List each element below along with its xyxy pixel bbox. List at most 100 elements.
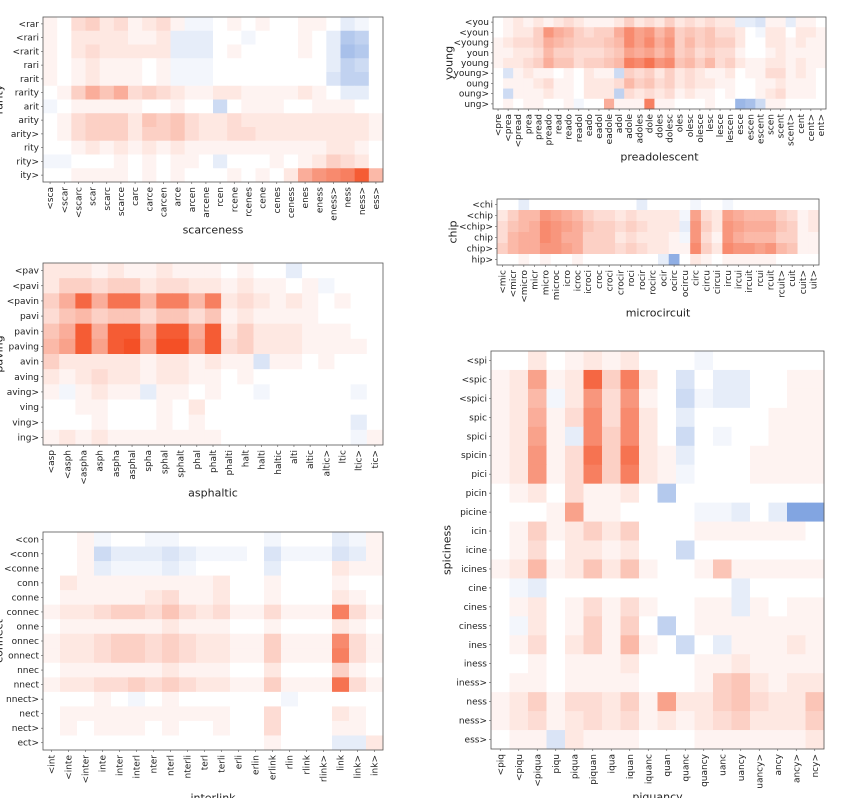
heatmap-cell	[43, 99, 58, 114]
heatmap-cell	[315, 532, 333, 547]
y-tick-label: aving	[14, 373, 39, 383]
heatmap-cell	[213, 735, 231, 751]
y-tick-label: chip>	[467, 245, 493, 255]
heatmap-cell	[755, 88, 766, 100]
heatmap-cell	[94, 532, 112, 547]
heatmap-cell	[509, 407, 529, 428]
heatmap-cell	[614, 57, 625, 69]
heatmap-cell	[509, 635, 529, 655]
heatmap-cell	[509, 351, 529, 371]
x-tick-label: eado	[585, 114, 595, 137]
heatmap-cell	[528, 654, 547, 674]
heatmap-cell	[602, 730, 621, 750]
heatmap-cell	[713, 426, 732, 447]
heatmap-cell	[768, 616, 788, 636]
heatmap-cell	[221, 323, 238, 340]
heatmap-cell	[59, 414, 76, 431]
heatmap-cell	[113, 168, 129, 183]
heatmap-cell	[255, 168, 271, 183]
heatmap-cell	[754, 199, 766, 211]
heatmap-cell	[247, 619, 265, 635]
heatmap-cell	[787, 369, 806, 390]
heatmap-cell	[253, 414, 271, 431]
heatmap-cell	[43, 532, 61, 547]
heatmap-cell	[172, 399, 190, 416]
heatmap-cell	[334, 429, 352, 446]
x-tick-label: icroc	[574, 270, 584, 291]
heatmap-cell	[170, 85, 186, 100]
heatmap-cell	[722, 254, 734, 266]
heatmap-cell	[123, 278, 141, 294]
heatmap-cell	[750, 521, 769, 541]
heatmap-cell	[593, 78, 605, 89]
heatmap-cell	[128, 691, 146, 707]
heatmap-cell	[184, 72, 200, 87]
heatmap-cell	[59, 308, 76, 325]
heatmap-cell	[247, 561, 265, 576]
heatmap-cell	[805, 559, 825, 579]
heatmap-cell	[283, 85, 299, 100]
heatmap-cell	[543, 47, 554, 59]
heatmap-cell	[676, 483, 695, 504]
heatmap-cell	[765, 254, 777, 266]
heatmap-cell	[815, 37, 827, 49]
heatmap-cell	[750, 616, 769, 636]
heatmap-cell	[797, 243, 809, 255]
heatmap-cell	[690, 232, 702, 244]
heatmap-cell	[731, 597, 751, 617]
heatmap-cell	[750, 369, 769, 390]
heatmap-cell	[113, 44, 129, 59]
heatmap-cell	[639, 730, 658, 750]
heatmap-cell	[765, 68, 776, 79]
heatmap-cell	[513, 27, 524, 38]
heatmap-cell	[340, 72, 356, 87]
heatmap-cell	[583, 47, 595, 59]
heatmap-cell	[704, 88, 716, 100]
heatmap-cell	[694, 578, 714, 598]
heatmap-cell	[808, 199, 820, 211]
heatmap-cell	[676, 502, 695, 522]
heatmap-cell	[140, 308, 157, 325]
x-tick-label: <mic	[498, 270, 508, 294]
heatmap-cell	[785, 37, 797, 49]
heatmap-cell	[253, 338, 271, 355]
x-tick-label: adoles	[635, 114, 645, 144]
heatmap-cell	[565, 559, 584, 579]
heatmap-cell	[94, 561, 112, 576]
x-tick-label: doles	[656, 114, 666, 138]
heatmap-cell	[731, 578, 751, 598]
heatmap-cell	[43, 338, 60, 355]
heatmap-cell	[281, 706, 299, 722]
heatmap-cell	[264, 648, 282, 664]
heatmap-cell	[565, 578, 584, 598]
x-tick-label: rocir	[638, 270, 648, 290]
heatmap-cell	[349, 735, 367, 751]
heatmap-cell	[59, 429, 76, 446]
heatmap-cell	[805, 673, 825, 693]
heatmap-cell	[318, 293, 335, 309]
heatmap-cell	[582, 254, 594, 266]
heatmap-cell	[188, 308, 206, 325]
heatmap-cell	[785, 57, 797, 69]
heatmap-cell	[690, 199, 702, 211]
heatmap-cell	[99, 154, 115, 169]
heatmap-cell	[204, 338, 222, 355]
heatmap-cell	[213, 532, 231, 547]
heatmap-cell	[255, 154, 271, 169]
heatmap-cell	[676, 445, 695, 466]
heatmap-cell	[620, 635, 640, 655]
heatmap-cell	[60, 735, 78, 751]
heatmap-cell	[162, 677, 180, 693]
heatmap-cell	[572, 199, 584, 211]
heatmap-cell	[334, 323, 352, 340]
heatmap-cell	[349, 546, 367, 562]
heatmap-cell	[332, 648, 350, 664]
heatmap-cell	[179, 648, 197, 664]
heatmap-cell	[523, 57, 534, 69]
heatmap-cell	[507, 210, 519, 222]
heatmap-cell	[553, 37, 565, 49]
heatmap-cell	[230, 720, 248, 736]
heatmap-cell	[704, 98, 716, 110]
x-axis-label: piquancy	[632, 791, 683, 798]
y-tick-label: ving	[20, 403, 39, 413]
